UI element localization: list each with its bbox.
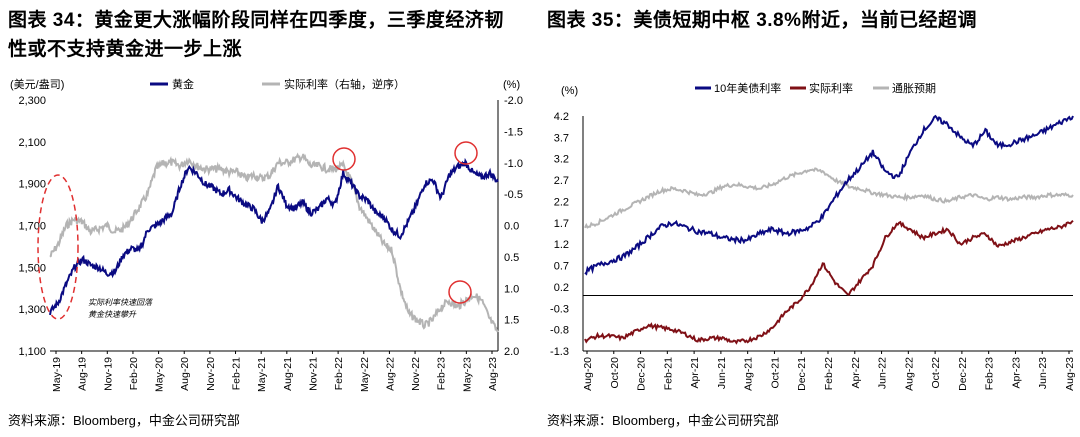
left-x-tick-label: May-21 [256,357,268,392]
left-y-tick-label: 1,300 [18,304,46,316]
left-x-tick-label: Nov-20 [205,357,217,391]
right-y-tick-label: -0.5 [504,189,523,201]
left-x-tick-label: Aug-20 [179,357,191,391]
left-x-tick-label: May-20 [154,357,166,392]
legend-label: 实际利率 [809,81,853,95]
left-source-note: 资料来源：Bloomberg，中金公司研究部 [8,413,240,428]
left-x-tick-label: Feb-22 [333,357,345,390]
left-x-tick-label: Feb-20 [128,357,140,390]
inflation-expectation-series-line [584,167,1074,229]
right-x-tick-label: Aug-22 [903,357,915,391]
right-x-tick-label: Dec-22 [957,357,969,391]
left-y-tick-label: 1,100 [18,346,46,358]
legend-gold-label: 黄金 [172,77,194,91]
right-x-tick-label: Dec-21 [796,357,808,391]
right-x-tick-label: Oct-22 [930,357,942,389]
right-y-tick-label: 0.5 [504,252,519,264]
legend-label: 10年美债利率 [714,81,781,95]
right-y-tick-label: 4.2 [554,111,569,123]
real-rate-series-line [49,152,499,333]
gold-vs-real-rate-chart: (美元/盎司) (%) 黄金 实际利率（右轴，逆序） 2,300 2,100 1,900 1,… [10,77,523,392]
right-y-tick-label: 3.2 [554,154,569,166]
left-x-tick-label: Feb-21 [231,357,243,390]
right-x-tick-label: Apr-23 [1010,357,1022,389]
right-y-tick-label: -0.8 [550,325,569,337]
left-x-tick-label: Nov-21 [307,357,319,391]
left-title-line2: 性或不支持黄金进一步上涨 [8,39,243,60]
left-y-tick-label: 1,700 [18,221,46,233]
left-chart-title: 图表 34：黄金更大涨幅阶段同样在四季度，三季度经济韧 性或不支持黄金进一步上涨 [8,6,504,64]
legend-label: 通胀预期 [892,82,936,95]
left-title-line1: 图表 34：黄金更大涨幅阶段同样在四季度，三季度经济韧 [8,10,504,31]
left-x-tick-label: Nov-19 [102,357,114,391]
left-x-tick-label: May-19 [51,357,63,392]
annotation-line1: 实际利率快速回落 [88,298,154,307]
right-x-tick-label: Dec-20 [636,357,648,391]
right-y-tick-label: -1.3 [550,346,569,358]
right-y-tick-label: -0.3 [550,303,569,315]
right-x-tick-label: Apr-22 [850,357,862,389]
legend-real-rate-label: 实际利率（右轴，逆序） [284,77,405,91]
left-y-tick-label: 2,100 [18,137,46,149]
right-y-tick-label: 3.7 [554,132,569,144]
right-y-tick-label: -1.0 [504,158,523,170]
highlight-dashed-ellipse [37,174,79,320]
left-axis-unit-label: (美元/盎司) [10,77,64,91]
right-x-tick-label: Jun-23 [1037,357,1049,389]
right-y-tick-label: 0.0 [504,221,519,233]
right-y-tick-label: 2.2 [554,196,569,208]
left-chart-panel: 图表 34：黄金更大涨幅阶段同样在四季度，三季度经济韧 性或不支持黄金进一步上涨… [8,6,523,428]
left-x-tick-label: Nov-22 [410,357,422,391]
left-x-tick-label: May-22 [359,357,371,392]
right-x-tick-label: Feb-21 [662,357,674,390]
right-y-tick-label: 2.0 [504,346,519,358]
right-x-tick-label: Oct-21 [769,357,781,389]
right-axis-unit-label: (%) [561,85,578,97]
right-y-tick-label: -1.5 [504,126,523,138]
right-y-tick-label: 1.5 [504,315,519,327]
highlight-circle-real-rate-2023 [448,280,472,304]
gold-series-line [49,157,499,316]
right-x-tick-label: Feb-23 [984,357,996,390]
right-x-tick-label: Aug-23 [1064,357,1076,391]
right-x-tick-label: Aug-21 [743,357,755,391]
left-x-tick-label: Aug-22 [384,357,396,391]
right-y-tick-label: 2.7 [554,175,569,187]
left-x-tick-label: May-23 [461,357,473,392]
left-x-tick-label: Aug-19 [77,357,89,391]
right-y-tick-label: 1.0 [504,283,519,295]
treasury-10y-series-line [584,114,1074,276]
right-y-tick-label: -2.0 [504,95,523,107]
annotation-line2: 黄金快速攀升 [88,310,137,319]
us-treasury-yield-chart: (%) 10年美债利率 实际利率 通胀预期 4.2 3.7 3.2 2.7 2.2 1.7 1.2 0… [550,81,1076,391]
right-chart-panel: 图表 35：美债短期中枢 3.8%附近，当前已经超调 (%) 10年美债利率 实际利… [545,0,1080,437]
right-x-tick-label: Jun-22 [877,357,889,389]
right-y-tick-label: 1.7 [554,218,569,230]
right-x-tick-label: Oct-20 [609,357,621,389]
left-y-tick-label: 1,900 [18,179,46,191]
right-axis-unit-label: (%) [503,79,520,91]
real-rate-series-line [584,219,1074,345]
highlight-circle-feb22 [332,147,356,171]
right-x-tick-label: Jun-21 [716,357,728,389]
right-x-tick-label: Aug-20 [582,357,594,391]
right-y-tick-label: 1.2 [554,239,569,251]
right-x-tick-label: Apr-21 [689,357,701,389]
highlight-circle-gold-2023 [454,141,478,165]
left-x-tick-label: Feb-23 [436,357,448,390]
right-y-tick-label: 0.2 [554,282,569,294]
right-chart-title: 图表 35：美债短期中枢 3.8%附近，当前已经超调 [547,10,977,31]
right-x-tick-label: Feb-22 [823,357,835,390]
right-source-note: 资料来源：Bloomberg，中金公司研究部 [547,413,779,428]
left-x-tick-label: Aug-23 [487,357,499,391]
right-y-tick-label: 0.7 [554,261,569,273]
left-x-tick-label: Aug-21 [282,357,294,391]
left-y-tick-label: 1,500 [18,262,46,274]
left-y-tick-label: 2,300 [18,95,46,107]
